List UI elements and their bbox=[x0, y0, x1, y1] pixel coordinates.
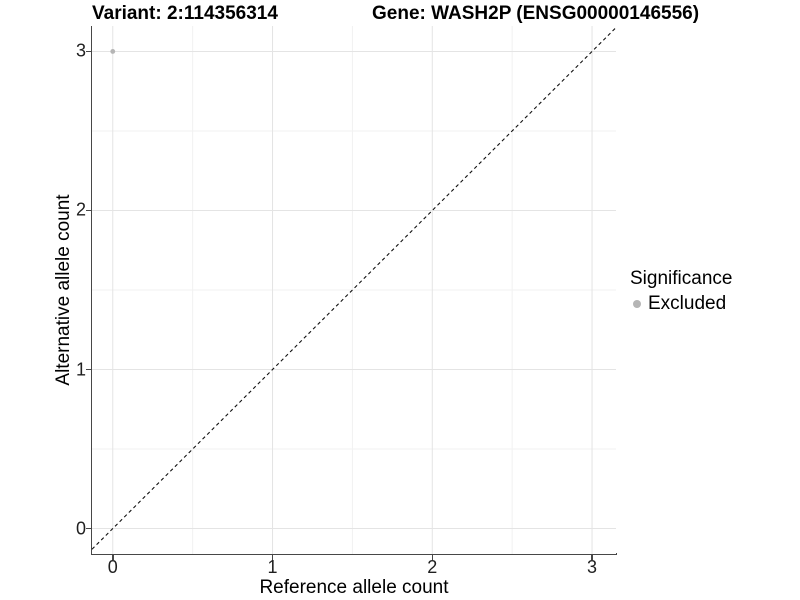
plot-title-variant: Variant: 2:114356314 bbox=[92, 3, 278, 24]
legend-key-dot bbox=[633, 300, 641, 308]
y-tick-label: 3 bbox=[75, 40, 86, 61]
legend-key bbox=[630, 297, 644, 311]
legend-title: Significance bbox=[630, 268, 733, 289]
x-tick-mark bbox=[271, 554, 274, 560]
legend-item-excluded: Excluded bbox=[630, 293, 732, 315]
x-tick-label: 3 bbox=[587, 557, 598, 577]
x-tick-label: 0 bbox=[107, 557, 118, 577]
y-tick-label: 2 bbox=[75, 199, 86, 220]
x-tick-mark bbox=[431, 554, 434, 560]
x-tick-mark bbox=[591, 554, 593, 560]
plot-area bbox=[91, 26, 617, 554]
legend-item-label: Excluded bbox=[648, 293, 727, 314]
x-tick-label: 1 bbox=[267, 557, 278, 577]
x-tick-label: 2 bbox=[427, 557, 438, 577]
legend: Significance Excluded bbox=[630, 268, 732, 315]
plot-title-gene: Gene: WASH2P (ENSG00000146556) bbox=[372, 3, 700, 24]
y-tick-label: 1 bbox=[75, 359, 86, 380]
x-axis-title: Reference allele count bbox=[259, 577, 449, 598]
y-tick-mark bbox=[86, 209, 91, 212]
identity-line bbox=[91, 27, 617, 550]
y-tick-mark bbox=[86, 50, 91, 53]
y-axis-line bbox=[90, 26, 92, 555]
data-point bbox=[110, 49, 116, 54]
x-tick-mark bbox=[112, 554, 114, 560]
y-tick-mark bbox=[86, 527, 91, 530]
y-tick-label: 0 bbox=[75, 518, 86, 539]
y-axis-title: Alternative allele count bbox=[53, 194, 74, 386]
plot-panel bbox=[91, 26, 617, 554]
y-tick-mark bbox=[86, 368, 91, 371]
